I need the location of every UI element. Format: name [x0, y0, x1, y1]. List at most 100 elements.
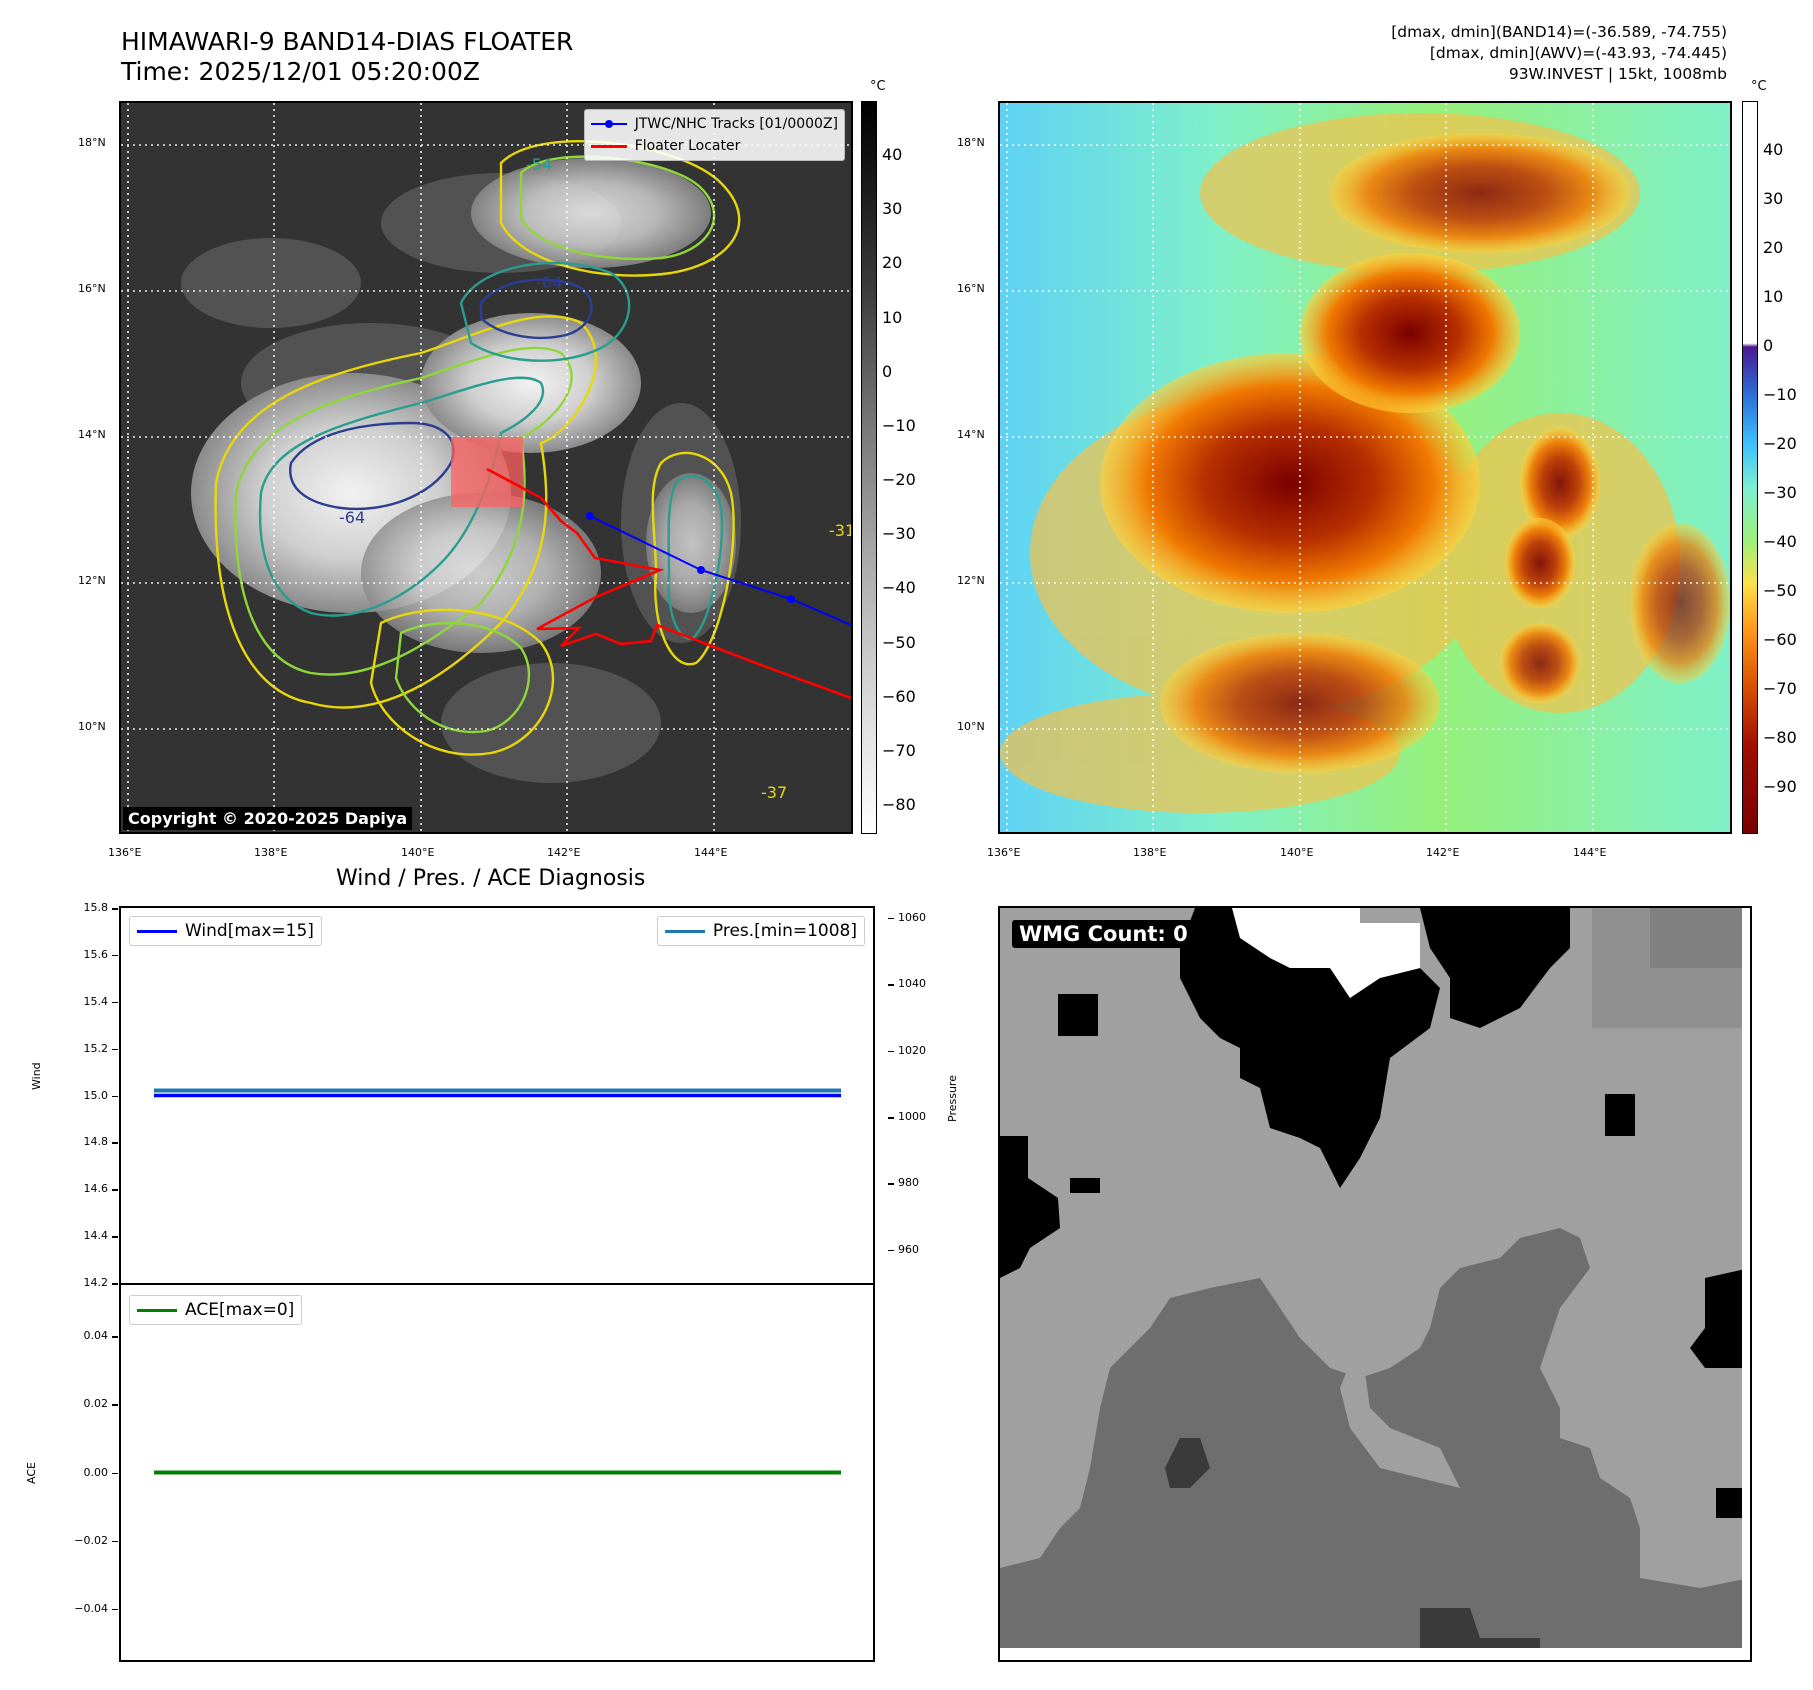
colorbar-tick: 10 — [1763, 287, 1784, 306]
tick-mark — [888, 1249, 894, 1252]
tick-mark — [112, 1540, 118, 1543]
awv-map-panel — [998, 101, 1732, 834]
tick-mark — [888, 1183, 894, 1185]
wind-tick: 15.2 — [83, 1041, 109, 1055]
colorbar-tick: −10 — [1763, 385, 1797, 404]
colorbar-tick: 30 — [882, 199, 903, 219]
ace-tick: 0.04 — [83, 1329, 109, 1343]
colorbar-tick: −20 — [882, 470, 916, 489]
ace-legend: ACE[max=0] — [129, 1295, 303, 1325]
lat-tick: 10°N — [78, 720, 106, 733]
title-line-1: HIMAWARI-9 BAND14-DIAS FLOATER — [121, 27, 574, 56]
info-line-1: [dmax, dmin](BAND14)=(-36.589, -74.755) — [1391, 23, 1727, 41]
colorbar-tick: −70 — [882, 740, 916, 760]
wind-tick: 14.8 — [83, 1135, 109, 1149]
colorbar-tick: −40 — [882, 578, 916, 598]
tick-mark — [112, 1336, 118, 1338]
ace-legend-label: ACE[max=0] — [185, 1300, 295, 1320]
map-legend: JTWC/NHC Tracks [01/0000Z] Floater Locat… — [583, 109, 845, 161]
wind-tick: 15.0 — [83, 1088, 109, 1102]
contour-label: -64 — [536, 273, 563, 292]
tick-mark — [112, 1048, 118, 1051]
wind-tick: 14.2 — [83, 1276, 109, 1289]
lat-tick: 12°N — [957, 574, 985, 587]
tick-mark — [112, 1095, 118, 1097]
lon-tick: 140°E — [1280, 846, 1314, 859]
colorbar-tick: −30 — [1763, 483, 1797, 502]
wind-legend-label: Wind[max=15] — [185, 921, 314, 941]
colorbar-tick: −30 — [882, 524, 916, 544]
colorbar-tick: 30 — [1763, 189, 1784, 208]
colorbar-tick: −20 — [1763, 434, 1797, 453]
lat-tick: 18°N — [957, 136, 985, 149]
ace-plot: ACE[max=0] — [119, 1283, 875, 1662]
tick-mark — [888, 984, 894, 986]
lat-tick: 16°N — [78, 282, 106, 295]
colorbar-tick: −70 — [1763, 679, 1797, 698]
lon-tick: 144°E — [694, 846, 728, 859]
ace-svg — [154, 1470, 841, 1475]
wind-pressure-plot: Wind[max=15] Pres.[min=1008] — [119, 906, 875, 1285]
lon-tick: 144°E — [1573, 846, 1607, 859]
band14-imagery — [121, 103, 851, 832]
colorbar-tick: −50 — [882, 632, 916, 652]
tick-mark — [112, 1283, 118, 1285]
lon-tick: 136°E — [987, 846, 1021, 859]
ace-tick: −0.02 — [74, 1533, 108, 1547]
colorbar-left — [861, 101, 877, 834]
contour-label: -54 — [526, 155, 553, 174]
jtwc-track — [589, 515, 851, 626]
colorbar-tick: 0 — [882, 361, 893, 381]
wmg-panel: WMG Count: 0 — [998, 906, 1752, 1662]
ace-tick: 0.00 — [83, 1465, 109, 1479]
awv-imagery — [1000, 103, 1730, 832]
colorbar-tick: −40 — [1763, 532, 1797, 551]
lon-tick: 138°E — [254, 846, 288, 859]
pressure-legend: Pres.[min=1008] — [656, 916, 865, 946]
colorbar-tick: −60 — [1763, 630, 1797, 649]
tick-mark — [888, 1117, 894, 1119]
colorbar-right-unit: °C — [1751, 79, 1767, 94]
lon-tick: 138°E — [1133, 846, 1167, 859]
lat-tick: 12°N — [78, 574, 106, 587]
floater-box — [451, 437, 523, 507]
colorbar-tick: 0 — [1763, 336, 1774, 355]
lon-tick: 142°E — [1426, 846, 1460, 859]
wind-legend: Wind[max=15] — [129, 916, 322, 946]
colorbar-tick: −80 — [882, 795, 916, 814]
wind-tick: 15.6 — [83, 947, 109, 961]
colorbar-tick: 40 — [882, 145, 903, 164]
floater-locater-track — [486, 467, 851, 700]
colorbar-tick: 40 — [1763, 140, 1784, 159]
ace-axis-label: ACE — [25, 1462, 38, 1484]
pressure-tick: 960 — [898, 1242, 919, 1256]
tick-mark — [112, 954, 118, 957]
tick-mark — [112, 1189, 118, 1191]
pressure-tick: 1060 — [898, 910, 926, 924]
lat-tick: 10°N — [957, 720, 985, 733]
legend-locater-label: Floater Locater — [634, 138, 741, 154]
contour-label: -31 — [829, 521, 853, 540]
wmg-count-label: WMG Count: 0 — [1012, 920, 1195, 948]
wind-axis-label: Wind — [30, 1062, 43, 1090]
tick-mark — [112, 1142, 118, 1144]
band14-map-panel: -54 -64 -64 -31 -37 JTWC/NHC Tracks [01/… — [119, 101, 853, 834]
colorbar-tick: −50 — [1763, 581, 1797, 600]
jtwc-track-points — [586, 512, 795, 603]
lat-tick: 14°N — [957, 428, 985, 441]
ace-tick: 0.02 — [83, 1397, 109, 1411]
tick-mark — [112, 908, 118, 910]
colorbar-tick: −90 — [1763, 777, 1797, 796]
copyright-label: Copyright © 2020-2025 Dapiya — [123, 807, 413, 830]
colorbar-tick: 20 — [882, 253, 903, 273]
title-line-2: Time: 2025/12/01 05:20:00Z — [121, 57, 480, 86]
lon-tick: 140°E — [401, 846, 435, 859]
colorbar-left-unit: °C — [870, 79, 886, 94]
contour-label: -37 — [761, 783, 788, 802]
colorbar-tick: 10 — [882, 307, 903, 327]
tick-mark — [112, 1001, 118, 1004]
pressure-tick: 1020 — [898, 1043, 926, 1057]
wind-tick: 14.6 — [83, 1182, 109, 1196]
tick-mark — [112, 1404, 118, 1406]
wind-tick: 15.4 — [83, 994, 109, 1008]
